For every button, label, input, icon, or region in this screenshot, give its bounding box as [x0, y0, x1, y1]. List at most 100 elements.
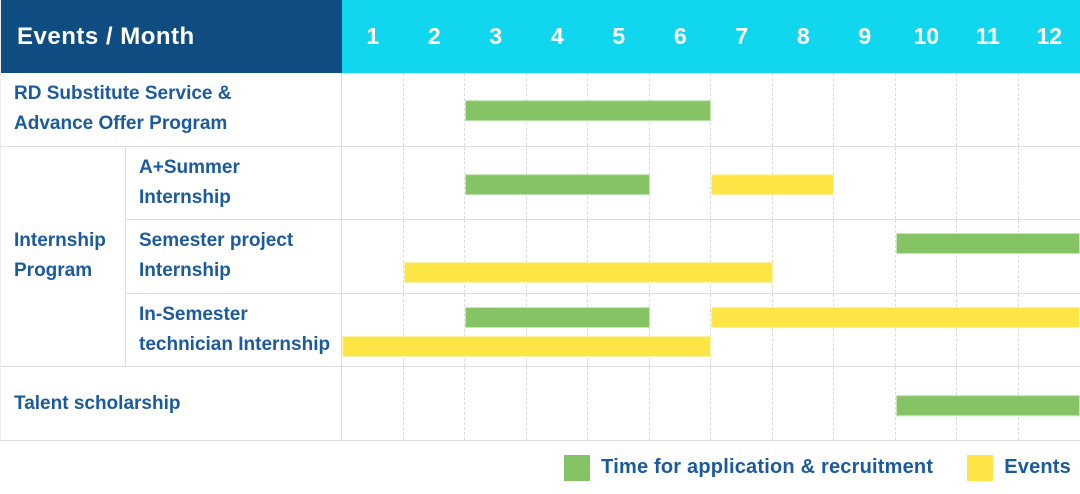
grid-column-line: [527, 293, 588, 367]
gantt-bar-green: [465, 100, 711, 122]
grid-column-line: [404, 220, 465, 293]
gantt-bar-green: [465, 306, 650, 328]
grid-column-line: [773, 220, 834, 293]
grid-column-line: [1019, 220, 1080, 293]
row-label-line: Internship: [139, 260, 231, 282]
row-label-line: Semester project: [139, 230, 294, 252]
gantt-row-track: [342, 220, 1080, 294]
grid-column-line: [834, 367, 896, 440]
row-label-line: In-Semester: [139, 304, 248, 326]
gantt-table: Events / Month 1 2 3 4 5 6 7 8 9 10 11 12 RD Substi…: [0, 0, 1080, 441]
grid-column-line: [1019, 147, 1080, 220]
row-label-cell: Talent scholarship: [1, 367, 342, 441]
grid-column-line: [1019, 73, 1080, 146]
grid-column-line: [588, 367, 650, 440]
month-header-cell: 2: [427, 23, 441, 49]
grid-column-line: [957, 220, 1019, 293]
events-month-header: Events / Month: [1, 0, 342, 73]
month-header-cell: 5: [612, 23, 626, 49]
grid-column-line: [342, 367, 404, 440]
grid-column-line: [342, 146, 404, 220]
gantt-bar-green: [895, 233, 1080, 255]
gantt-bar-green: [895, 394, 1080, 416]
grid-column-line: [1019, 294, 1080, 367]
grid-column-line: [711, 73, 773, 146]
grid-column-line: [465, 367, 527, 440]
gantt-row-track: [342, 367, 1080, 441]
grid-column-line: [957, 293, 1019, 367]
grid-column-line: [404, 146, 465, 220]
legend: Time for application & recruitment Event…: [0, 441, 1080, 494]
gantt-row-track: [342, 293, 1080, 368]
grid-column-line: [896, 293, 957, 367]
grid-column-line: [404, 293, 465, 367]
row-label-line: A+Summer: [139, 156, 240, 178]
month-header-cell: 7: [735, 23, 749, 49]
grid-column-line: [834, 293, 896, 367]
grid-column-line: [896, 220, 957, 293]
gantt-bar-green: [465, 174, 650, 196]
legend-item-application: Time for application & recruitment: [564, 454, 934, 481]
month-header-cell: 3: [489, 23, 503, 49]
grid-column-line: [711, 293, 773, 367]
grid-column-line: [465, 220, 527, 293]
row-label-line: Internship: [139, 186, 231, 208]
grid-column-line: [896, 146, 957, 220]
grid-column-line: [773, 367, 834, 440]
grid-column-line: [896, 73, 957, 146]
month-header-cell: 4: [550, 23, 564, 49]
grid-column-line: [834, 73, 896, 146]
grid-column-line: [404, 367, 465, 440]
month-header-cell: 8: [796, 23, 810, 49]
legend-label-application: Time for application & recruitment: [601, 456, 934, 478]
legend-item-events: Events: [967, 454, 1071, 481]
grid-column-line: [527, 220, 588, 293]
month-header-cell: 11: [975, 23, 1000, 49]
month-header-cell: 12: [1036, 23, 1063, 49]
row-label-line: Program: [14, 260, 93, 282]
gantt-bar-yellow: [711, 306, 1080, 328]
grid-column-line: [650, 367, 711, 440]
month-header-cell: 9: [858, 23, 872, 49]
gantt-bar-yellow: [403, 262, 773, 284]
grid-column-line: [834, 146, 896, 220]
events-swatch: [967, 454, 994, 481]
grid-column-line: [711, 220, 773, 293]
row-label-line: Advance Offer Program: [14, 113, 228, 135]
month-header-cell: 1: [366, 23, 380, 49]
grid-column-line: [711, 367, 773, 440]
grid-column-line: [773, 73, 834, 146]
grid-column-line: [957, 146, 1019, 220]
grid-column-line: [957, 73, 1019, 146]
application-swatch: [564, 454, 591, 481]
gantt-row-track: [342, 73, 1080, 147]
row-label-line: Internship: [14, 230, 106, 252]
row-label-line: Talent scholarship: [14, 392, 181, 414]
month-header-cell: 6: [673, 23, 687, 49]
row-label-cell: Semester project Internship: [126, 220, 342, 294]
gantt-bar-yellow: [711, 174, 834, 196]
grid-column-line: [342, 220, 404, 293]
grid-column-line: [650, 146, 711, 220]
grid-column-line: [342, 73, 404, 146]
gantt-bar-yellow: [342, 335, 711, 357]
row-label-cell: A+Summer Internship: [126, 146, 342, 221]
legend-label-events: Events: [1004, 456, 1071, 478]
row-label-line: technician Internship: [139, 334, 331, 356]
grid-column-line: [773, 293, 834, 367]
grid-column-line: [404, 73, 465, 146]
grid-column-line: [527, 367, 588, 440]
grid-column-line: [650, 293, 711, 367]
grid-column-line: [650, 220, 711, 293]
row-label-line: RD Substitute Service &: [14, 83, 232, 105]
months-header: 1 2 3 4 5 6 7 8 9 10 11 12: [342, 0, 1080, 73]
grid-column-line: [588, 220, 650, 293]
grid-column-line: [465, 293, 527, 367]
gantt-row-track: [342, 146, 1080, 221]
grid-column-line: [588, 293, 650, 367]
row-label-cell: In-Semester technician Internship: [126, 293, 342, 368]
row-label-cell: RD Substitute Service & Advance Offer Pro…: [1, 73, 342, 147]
month-header-cell: 10: [913, 23, 940, 49]
grid-column-line: [834, 220, 896, 293]
group-label-cell: Internship Program: [1, 146, 126, 368]
